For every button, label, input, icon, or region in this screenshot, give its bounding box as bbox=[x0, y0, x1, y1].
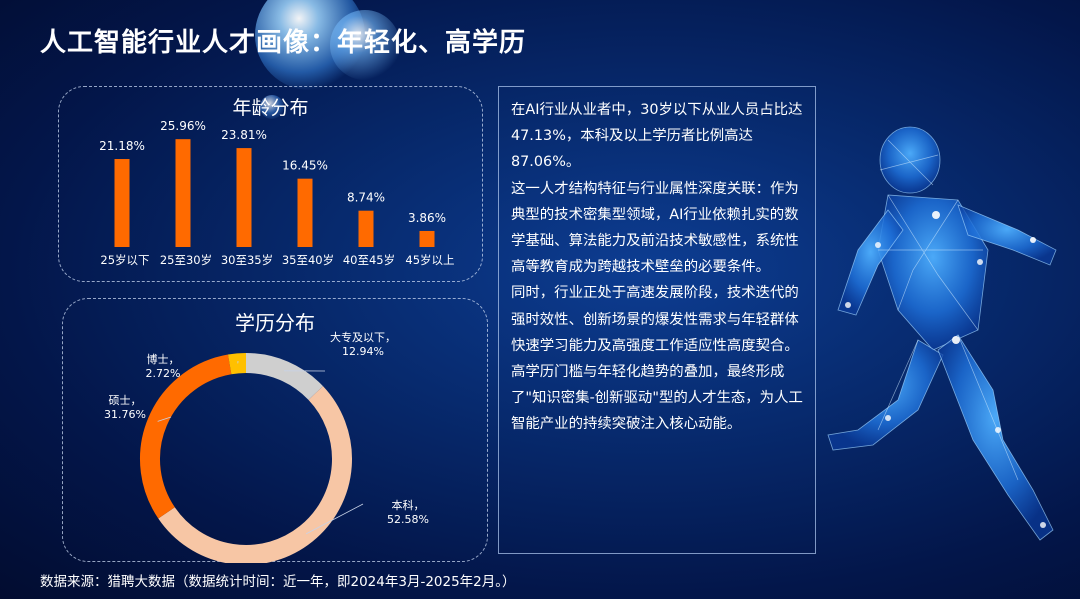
analysis-paragraph: 在AI行业从业者中，30岁以下从业人员占比达47.13%，本科及以上学历者比例高… bbox=[511, 102, 803, 171]
age-bar-value-label: 3.86% bbox=[408, 211, 446, 225]
runner-figure-icon bbox=[827, 126, 1057, 541]
education-slice-value: 52.58% bbox=[387, 513, 429, 526]
age-category-label: 40至45岁 bbox=[343, 253, 395, 267]
age-bar bbox=[297, 178, 313, 247]
education-slice-name: 大专及以下， bbox=[330, 330, 396, 344]
age-bar-value-label: 21.18% bbox=[99, 139, 145, 153]
age-chart-title: 年龄分布 bbox=[232, 97, 309, 119]
education-donut-chart: 大专及以下，12.94% 本科，52.58% 硕士，31.76% 博士，2.72% bbox=[104, 330, 429, 563]
bubble-decoration-icon bbox=[260, 95, 284, 119]
age-bar bbox=[358, 210, 374, 247]
education-slice-name: 硕士， bbox=[109, 394, 142, 407]
education-donut-slice bbox=[140, 354, 232, 519]
education-leader-line bbox=[157, 416, 172, 422]
education-leader-line bbox=[305, 503, 364, 535]
age-category-label: 25至30岁 bbox=[160, 253, 212, 267]
age-bar bbox=[236, 148, 252, 247]
analysis-text-box: 在AI行业从业者中，30岁以下从业人员占比达47.13%，本科及以上学历者比例高… bbox=[498, 86, 816, 554]
education-donut-slice bbox=[227, 353, 247, 375]
age-bar-value-label: 23.81% bbox=[221, 128, 267, 142]
age-bar-chart: 21.18% 25岁以下 25.96% 25至30岁 23.81% 30至35岁 16.45… bbox=[99, 119, 454, 267]
analysis-paragraph: 同时，行业正处于高速发展阶段，技术迭代的强时效性、创新场景的爆发性需求与年轻群体… bbox=[511, 285, 799, 354]
age-category-label: 35至40岁 bbox=[282, 253, 334, 267]
education-distribution-panel: 学历分布 大专及以下， 12.94% 本科， 52.58% 硕士， 31.76% 博士， 2.… bbox=[62, 298, 488, 563]
education-slice-value: 2.72% bbox=[146, 367, 181, 380]
age-bar-value-label: 16.45% bbox=[282, 159, 328, 173]
education-slice-name: 本科， bbox=[392, 498, 425, 512]
age-distribution-panel: 年龄分布 21.18% 25岁以下 25.96% 25至30岁 23.81% 30至35岁… bbox=[58, 86, 483, 282]
age-bar bbox=[114, 159, 130, 247]
education-slice-value: 31.76% bbox=[104, 408, 146, 421]
education-donut-slice bbox=[158, 386, 352, 563]
age-bar bbox=[419, 230, 435, 247]
data-source-note: 数据来源：猎聘大数据（数据统计时间：近一年，即2024年3月-2025年2月。） bbox=[40, 574, 516, 590]
bubble-decoration-icon bbox=[330, 10, 400, 80]
page-title: 人工智能行业人才画像：年轻化、高学历 bbox=[40, 28, 527, 58]
analysis-paragraph: 这一人才结构特征与行业属性深度关联：作为典型的技术密集型领域，AI行业依赖扎实的… bbox=[511, 180, 799, 276]
age-category-label: 25岁以下 bbox=[100, 253, 149, 267]
age-category-label: 45岁以上 bbox=[405, 253, 454, 267]
analysis-paragraph: 高学历门槛与年轻化趋势的叠加，最终形成了"知识密集-创新驱动"型的人才生态，为人… bbox=[511, 364, 803, 433]
education-chart-title: 学历分布 bbox=[235, 311, 315, 335]
age-bar-value-label: 25.96% bbox=[160, 119, 206, 133]
education-donut-slice bbox=[245, 353, 323, 401]
education-slice-name: 博士， bbox=[147, 353, 180, 366]
age-bar bbox=[175, 139, 191, 247]
age-category-label: 30至35岁 bbox=[221, 253, 273, 267]
age-bar-value-label: 8.74% bbox=[347, 191, 385, 205]
education-slice-value: 12.94% bbox=[342, 345, 384, 358]
